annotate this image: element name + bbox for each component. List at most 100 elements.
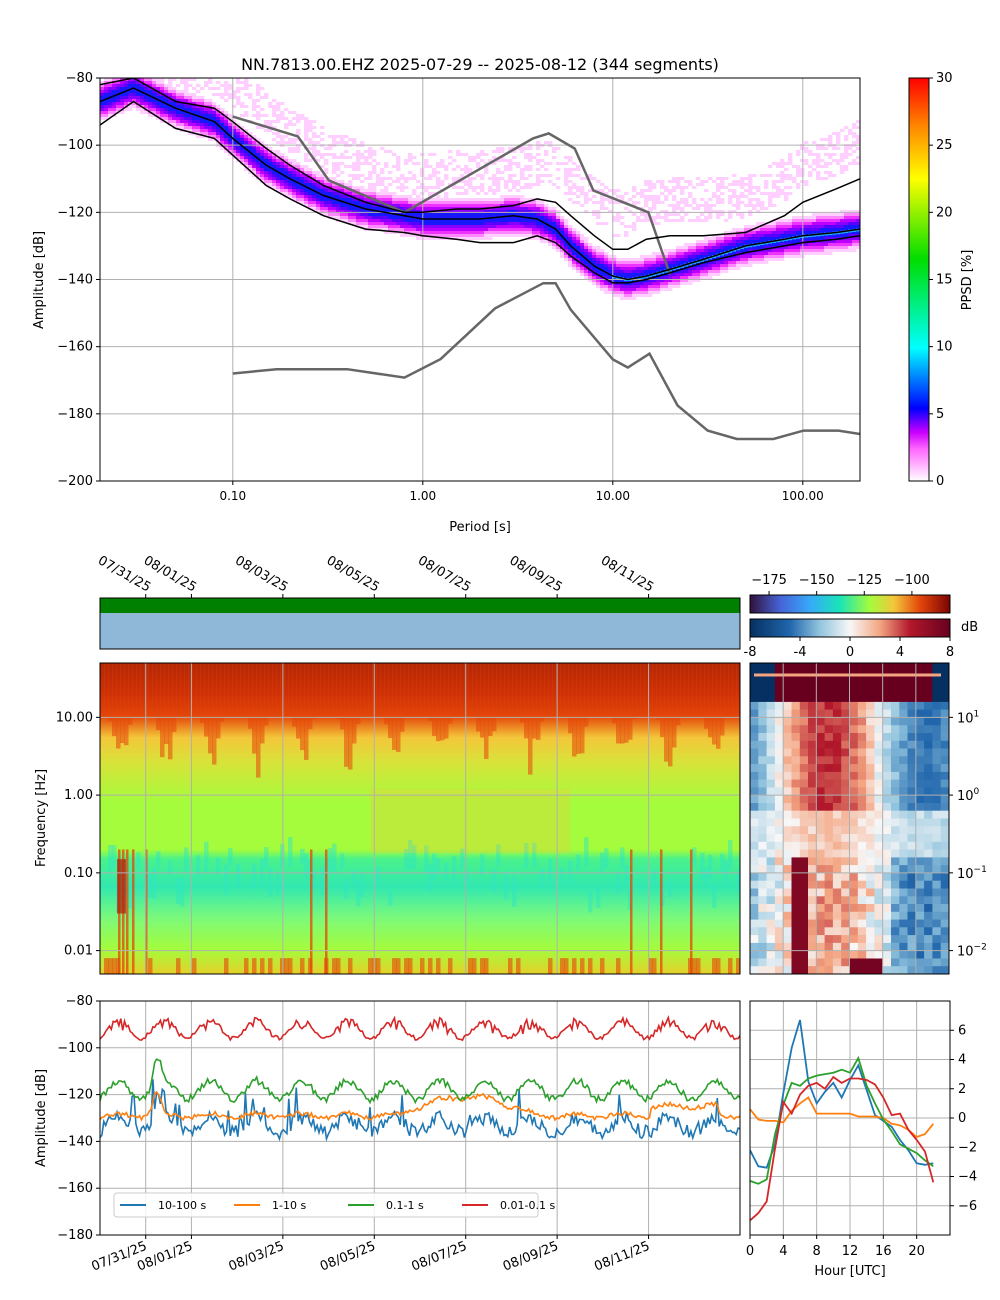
spectrogram-speckle (396, 958, 401, 974)
spectrogram-day-band (692, 663, 697, 718)
ppsd-density-cell (476, 210, 481, 213)
spectrogram-day-band (176, 663, 181, 718)
ppsd-title: NN.7813.00.EHZ 2025-07-29 -- 2025-08-12 … (241, 55, 719, 74)
ppsd-density-cell (204, 129, 209, 132)
ppsd-density-cell (376, 198, 381, 201)
ppsd-density-cell (716, 264, 721, 267)
ppsd-density-cell (340, 141, 345, 144)
ppsd-density-cell (808, 171, 813, 174)
anomaly-cell (899, 748, 908, 757)
anomaly-cell (924, 849, 933, 858)
spectrogram-day-band (128, 663, 133, 725)
ppsd-density-cell (620, 285, 625, 288)
spectrogram-teal-patch (540, 868, 545, 888)
anomaly-colorbar-ticks: -8 -4 0 4 8 (744, 637, 954, 660)
ppsd-density-cell (264, 177, 269, 180)
ppsd-density-cell (576, 270, 581, 273)
top-date-tick-label: 08/03/25 (232, 553, 290, 595)
spectrogram-day-band (432, 663, 437, 736)
anomaly-cell (774, 896, 784, 905)
anomaly-cell (924, 771, 933, 781)
ppsd-density-cell (484, 216, 489, 219)
ppsd-density-cell (504, 225, 509, 228)
ppsd-density-cell (716, 216, 721, 219)
anomaly-cell (932, 725, 942, 734)
ppsd-density-cell (532, 156, 537, 159)
ppsd-density-cell (576, 258, 581, 261)
ppsd-density-cell (432, 219, 437, 222)
ppsd-density-cell (740, 264, 745, 267)
anomaly-cell (932, 787, 942, 796)
anomaly-cell (783, 795, 792, 804)
ppsd-density-cell (520, 150, 525, 153)
anomaly-cell (882, 803, 892, 812)
ppsd-density-cell (508, 162, 513, 165)
ppsd-density-cell (596, 270, 601, 273)
ppsd-density-cell (224, 120, 229, 123)
ppsd-density-cell (628, 267, 633, 270)
anomaly-cell (882, 725, 892, 734)
ppsd-density-cell (640, 210, 645, 213)
ppsd-density-cell (624, 267, 629, 270)
ppsd-density-cell (364, 150, 369, 153)
ppsd-density-cell (224, 99, 229, 102)
spectrogram-colorbar-tick-label: −150 (799, 573, 835, 588)
ppsd-density-cell (260, 165, 265, 168)
ppsd-density-cell (100, 102, 105, 105)
ppsd-density-cell (224, 150, 229, 153)
ppsd-density-cell (272, 108, 277, 111)
ppsd-density-cell (204, 108, 209, 111)
ppsd-density-cell (720, 186, 725, 189)
ppsd-density-cell (796, 219, 801, 222)
ppsd-density-cell (600, 285, 605, 288)
ppsd-density-cell (756, 261, 761, 264)
ppsd-density-cell (848, 237, 853, 240)
ppsd-density-cell (656, 198, 661, 201)
spectrogram-teal-patch (524, 843, 529, 869)
anomaly-cell (783, 701, 792, 711)
ppsd-density-cell (476, 204, 481, 207)
ppsd-density-cell (704, 207, 709, 210)
anomaly-cell (891, 896, 900, 905)
ppsd-density-cell (780, 171, 785, 174)
spectrogram-speckle (616, 958, 621, 974)
anomaly-cell (940, 834, 949, 843)
ppsd-density-cell (472, 201, 477, 204)
ppsd-density-cell (396, 219, 401, 222)
ppsd-density-cell (852, 159, 857, 162)
ppsd-density-cell (596, 279, 601, 282)
ppsd-density-cell (276, 108, 281, 111)
ppsd-density-cell (432, 186, 437, 189)
anomaly-cell (891, 857, 900, 866)
ppsd-density-cell (612, 234, 617, 237)
anomaly-cell (841, 663, 850, 672)
ppsd-density-cell (660, 279, 665, 282)
ppsd-density-cell (692, 243, 697, 246)
ppsd-density-cell (652, 216, 657, 219)
ppsd-density-cell (756, 210, 761, 213)
ppsd-density-cell (640, 285, 645, 288)
ppsd-density-cell (220, 132, 225, 135)
ppsd-density-cell (788, 219, 793, 222)
anomaly-cell (799, 841, 809, 850)
ppsd-density-cell (796, 165, 801, 168)
spectrogram-day-band (364, 663, 369, 718)
ppsd-density-cell (720, 198, 725, 201)
ppsd-density-cell (228, 96, 233, 99)
anomaly-cell (808, 818, 817, 827)
ppsd-density-cell (696, 207, 701, 210)
ppsd-density-cell (312, 141, 317, 144)
anomaly-cell (791, 678, 801, 687)
ppsd-density-cell (600, 288, 605, 291)
ppsd-density-cell (160, 108, 165, 111)
anomaly-cell (824, 803, 834, 812)
anomaly-cell (899, 717, 908, 726)
ppsd-density-cell (312, 126, 317, 129)
ppsd-density-cell (348, 186, 353, 189)
ppsd-density-cell (300, 186, 305, 189)
ppsd-density-cell (300, 165, 305, 168)
ppsd-density-cell (704, 276, 709, 279)
ppsd-density-cell (464, 168, 469, 171)
ppsd-density-cell (672, 186, 677, 189)
ppsd-density-cell (788, 231, 793, 234)
